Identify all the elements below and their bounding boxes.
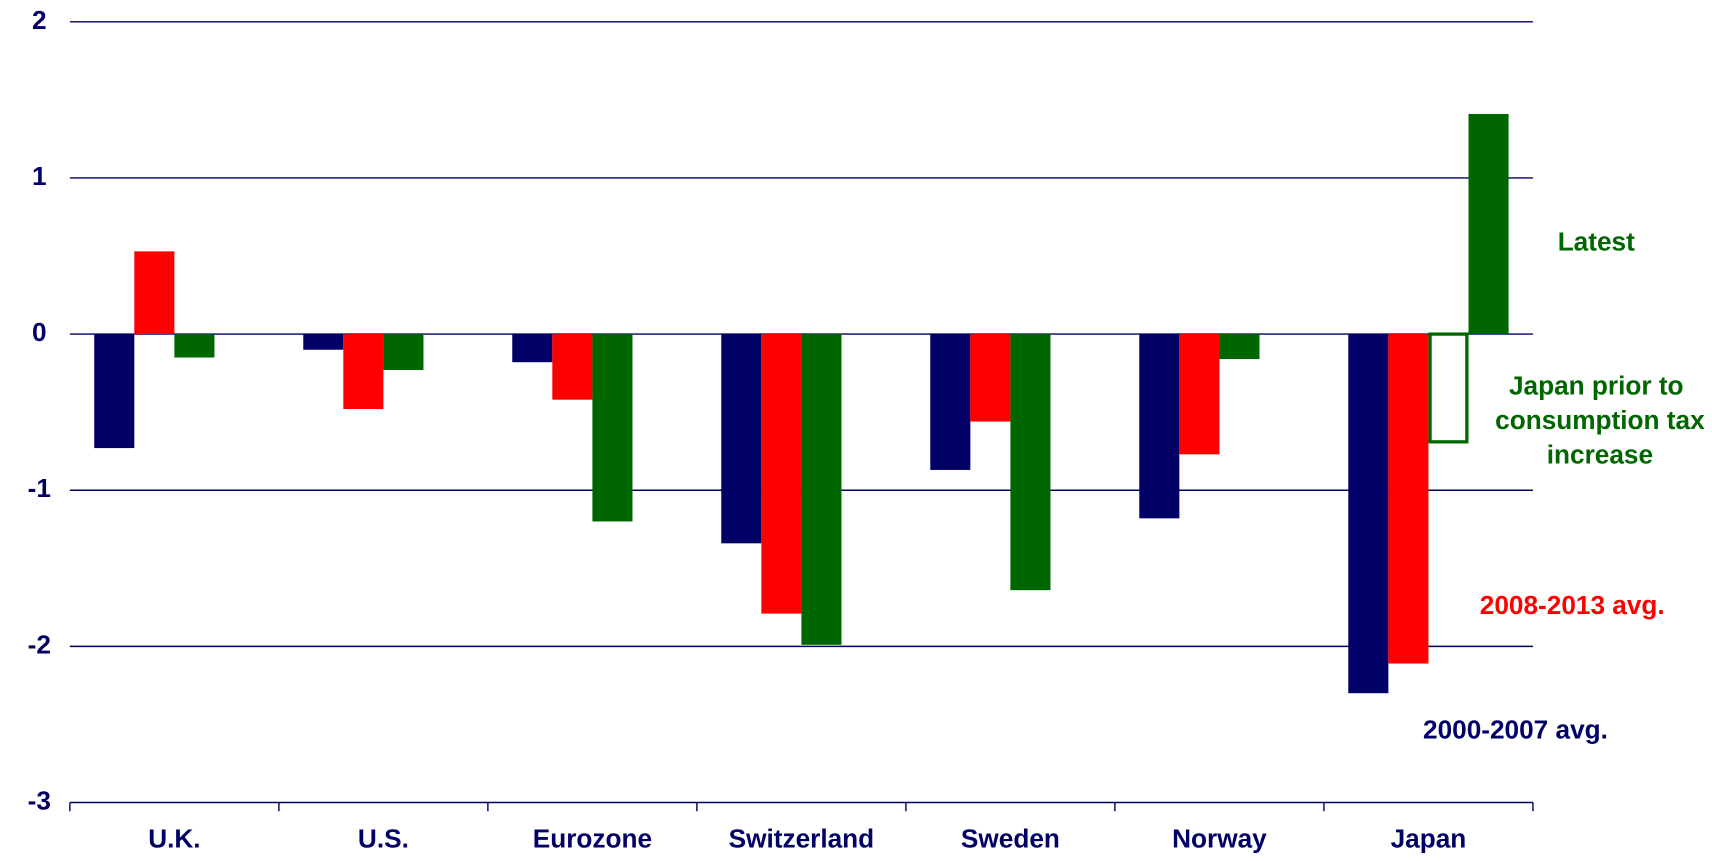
x-tick-label: Switzerland xyxy=(729,824,875,854)
bar xyxy=(1468,113,1509,335)
y-tick-label: 2 xyxy=(32,5,47,35)
y-tick-label: 0 xyxy=(32,317,47,347)
x-tick-label: Eurozone xyxy=(533,824,652,854)
bar xyxy=(1388,334,1429,664)
y-tick-label: -3 xyxy=(28,785,51,815)
bar xyxy=(303,334,344,350)
legend-label-line: increase xyxy=(1539,439,1653,469)
legend-label: 2008-2013 avg. xyxy=(1480,590,1665,620)
bar xyxy=(174,334,215,358)
bar xyxy=(801,334,842,645)
bar xyxy=(930,334,971,470)
bar xyxy=(1179,334,1220,455)
bar xyxy=(970,334,1011,422)
legend-label: Japan prior to consumption tax increase xyxy=(1488,371,1705,470)
bar xyxy=(552,334,593,400)
y-tick-label: -1 xyxy=(28,473,51,503)
x-tick-label: Sweden xyxy=(961,824,1060,854)
bar xyxy=(592,334,633,522)
legend-label-line: Japan prior to xyxy=(1509,371,1684,401)
bar xyxy=(761,334,802,614)
bar xyxy=(383,334,424,371)
bar xyxy=(1348,334,1389,694)
legend-label: Latest xyxy=(1558,226,1635,256)
bar xyxy=(512,334,553,363)
bar xyxy=(1219,334,1260,360)
bar-outline xyxy=(1428,332,1469,444)
y-tick-label: -2 xyxy=(28,629,51,659)
bar xyxy=(1010,334,1051,591)
bar xyxy=(94,334,135,449)
bar xyxy=(721,334,762,544)
bar xyxy=(343,334,384,410)
bar xyxy=(1139,334,1180,519)
legend-label-line: consumption tax xyxy=(1488,405,1705,435)
y-tick-label: 1 xyxy=(32,161,47,191)
x-tick-label: Norway xyxy=(1172,824,1267,854)
bar xyxy=(134,251,175,335)
x-tick-label: U.S. xyxy=(358,824,409,854)
x-tick-label: U.K. xyxy=(148,824,200,854)
x-tick-label: Japan xyxy=(1391,824,1467,854)
legend-label: 2000-2007 avg. xyxy=(1423,714,1608,744)
